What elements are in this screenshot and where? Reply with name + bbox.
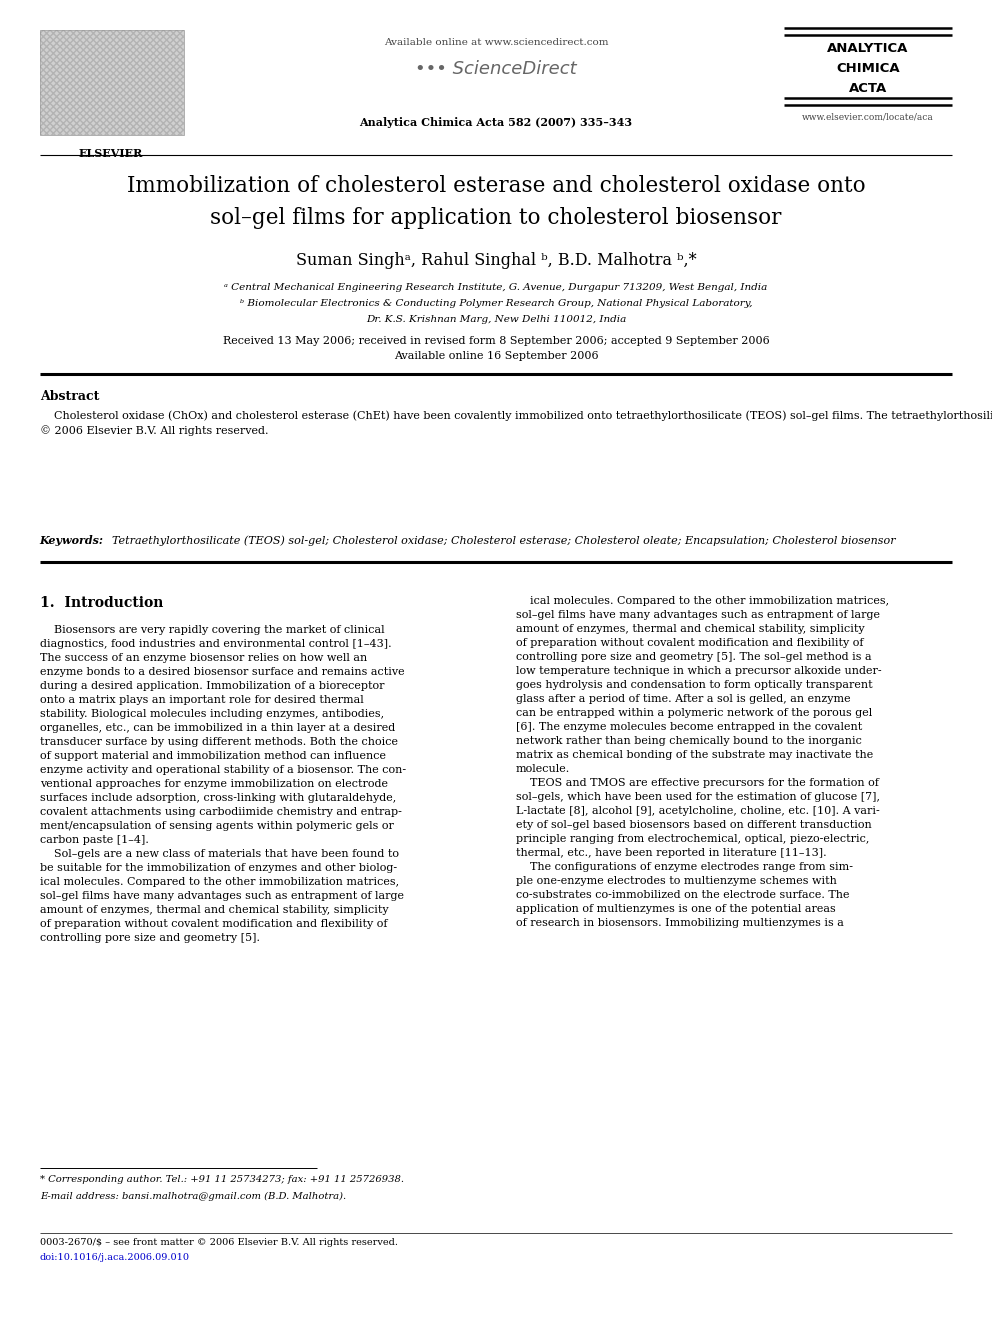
Bar — [40, 30, 184, 135]
Text: ACTA: ACTA — [849, 82, 887, 95]
Text: ᵃ Central Mechanical Engineering Research Institute, G. Avenue, Durgapur 713209,: ᵃ Central Mechanical Engineering Researc… — [224, 283, 768, 292]
Text: E-mail address: bansi.malhotra@gmail.com (B.D. Malhotra).: E-mail address: bansi.malhotra@gmail.com… — [40, 1192, 346, 1201]
Text: ᵇ Biomolecular Electronics & Conducting Polymer Research Group, National Physica: ᵇ Biomolecular Electronics & Conducting … — [240, 299, 752, 308]
Text: Tetraethylorthosilicate (TEOS) sol-gel; Cholesterol oxidase; Cholesterol esteras: Tetraethylorthosilicate (TEOS) sol-gel; … — [112, 534, 896, 545]
Text: ANALYTICA: ANALYTICA — [827, 42, 909, 56]
Bar — [40, 30, 184, 135]
Text: 0003-2670/$ – see front matter © 2006 Elsevier B.V. All rights reserved.: 0003-2670/$ – see front matter © 2006 El… — [40, 1238, 398, 1248]
Text: Abstract: Abstract — [40, 390, 99, 404]
Text: ical molecules. Compared to the other immobilization matrices,
sol–gel films hav: ical molecules. Compared to the other im… — [516, 595, 889, 927]
Text: Immobilization of cholesterol esterase and cholesterol oxidase onto: Immobilization of cholesterol esterase a… — [127, 175, 865, 197]
Text: Available online 16 September 2006: Available online 16 September 2006 — [394, 351, 598, 361]
Text: Biosensors are very rapidly covering the market of clinical
diagnostics, food in: Biosensors are very rapidly covering the… — [40, 624, 406, 943]
Text: Suman Singhᵃ, Rahul Singhal ᵇ, B.D. Malhotra ᵇ,*: Suman Singhᵃ, Rahul Singhal ᵇ, B.D. Malh… — [296, 251, 696, 269]
Text: Received 13 May 2006; received in revised form 8 September 2006; accepted 9 Sept: Received 13 May 2006; received in revise… — [222, 336, 770, 347]
Text: Available online at www.sciencedirect.com: Available online at www.sciencedirect.co… — [384, 38, 608, 48]
Text: ELSEVIER: ELSEVIER — [79, 148, 143, 159]
Text: Cholesterol oxidase (ChOx) and cholesterol esterase (ChEt) have been covalently : Cholesterol oxidase (ChOx) and cholester… — [40, 410, 992, 437]
Text: Dr. K.S. Krishnan Marg, New Delhi 110012, India: Dr. K.S. Krishnan Marg, New Delhi 110012… — [366, 315, 626, 324]
Text: sol–gel films for application to cholesterol biosensor: sol–gel films for application to cholest… — [210, 206, 782, 229]
Text: Keywords:: Keywords: — [40, 534, 111, 546]
Text: CHIMICA: CHIMICA — [836, 62, 900, 75]
Text: 1.  Introduction: 1. Introduction — [40, 595, 163, 610]
Text: * Corresponding author. Tel.: +91 11 25734273; fax: +91 11 25726938.: * Corresponding author. Tel.: +91 11 257… — [40, 1175, 404, 1184]
Text: ••• ScienceDirect: ••• ScienceDirect — [416, 60, 576, 78]
Text: www.elsevier.com/locate/aca: www.elsevier.com/locate/aca — [803, 112, 933, 120]
Text: doi:10.1016/j.aca.2006.09.010: doi:10.1016/j.aca.2006.09.010 — [40, 1253, 189, 1262]
Text: Analytica Chimica Acta 582 (2007) 335–343: Analytica Chimica Acta 582 (2007) 335–34… — [359, 116, 633, 128]
